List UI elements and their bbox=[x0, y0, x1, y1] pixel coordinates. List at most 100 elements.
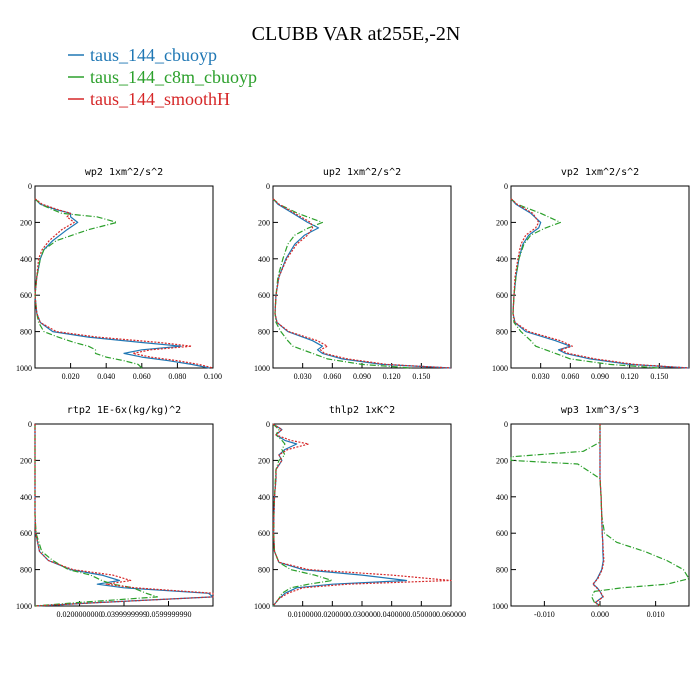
legend-label: taus_144_smoothH bbox=[90, 89, 230, 109]
x-tick-label: 0.090 bbox=[591, 372, 609, 381]
x-tick-label: 0.080 bbox=[168, 372, 186, 381]
x-tick-label: 0.060 bbox=[323, 372, 341, 381]
y-tick-label: 800 bbox=[20, 566, 32, 575]
series-line bbox=[510, 198, 690, 369]
x-tick-label: 0.150 bbox=[650, 372, 668, 381]
y-tick-label: 800 bbox=[258, 566, 270, 575]
y-tick-label: 800 bbox=[496, 328, 508, 337]
series-line bbox=[272, 423, 408, 607]
panel: up2 1xm^2/s^2 0 200 400 600 800 1000 0.030 0.060… bbox=[254, 167, 452, 381]
x-tick-label: 0.010000 bbox=[288, 610, 318, 619]
panel: thlp2 1xK^2 0 200 400 600 800 1000 0.010000 0.02… bbox=[254, 405, 466, 619]
y-tick-label: 600 bbox=[20, 291, 32, 300]
series-line bbox=[510, 198, 660, 369]
y-tick-label: 200 bbox=[496, 456, 508, 465]
panels: wp2 1xm^2/s^2 0 200 400 600 800 1000 0.020 0.040… bbox=[16, 167, 690, 619]
series-line bbox=[272, 198, 452, 369]
x-tick-label: 0.060000 bbox=[436, 610, 466, 619]
y-tick-label: 200 bbox=[20, 218, 32, 227]
x-tick-label: 0.090 bbox=[353, 372, 371, 381]
series-line bbox=[34, 424, 214, 607]
x-tick-label: 0.020000 bbox=[317, 610, 347, 619]
x-tick-label: 0.0599999990 bbox=[146, 610, 192, 619]
panel-title: thlp2 1xK^2 bbox=[329, 405, 395, 416]
y-tick-label: 400 bbox=[20, 493, 32, 502]
series-line bbox=[34, 198, 143, 369]
panel-title: up2 1xm^2/s^2 bbox=[323, 167, 401, 178]
series-line bbox=[34, 198, 214, 369]
series-line bbox=[34, 424, 158, 607]
figure-title: CLUBB VAR at255E,-2N bbox=[252, 23, 461, 45]
x-tick-label: 0.000 bbox=[591, 610, 609, 619]
series-line bbox=[272, 423, 452, 607]
y-tick-label: 800 bbox=[496, 566, 508, 575]
panel-title: rtp2 1E-6x(kg/kg)^2 bbox=[67, 405, 181, 416]
y-tick-label: 600 bbox=[496, 291, 508, 300]
plot-frame bbox=[272, 185, 452, 369]
y-tick-label: 0 bbox=[28, 420, 32, 429]
panel: vp2 1xm^2/s^2 0 200 400 600 800 1000 0.030 0.060… bbox=[492, 167, 690, 381]
y-tick-label: 600 bbox=[20, 529, 32, 538]
panel: wp3 1xm^3/s^3 0 200 400 600 800 1000 -0.010 0.00… bbox=[492, 405, 690, 619]
y-tick-label: 1000 bbox=[254, 364, 270, 373]
y-tick-label: 600 bbox=[258, 291, 270, 300]
y-tick-label: 800 bbox=[20, 328, 32, 337]
y-tick-label: 0 bbox=[266, 420, 270, 429]
y-tick-label: 0 bbox=[504, 182, 508, 191]
y-tick-label: 400 bbox=[258, 493, 270, 502]
plot-frame bbox=[34, 185, 214, 369]
x-tick-label: 0.020 bbox=[62, 372, 80, 381]
series-line bbox=[592, 424, 605, 607]
y-tick-label: 400 bbox=[258, 255, 270, 264]
y-tick-label: 0 bbox=[504, 420, 508, 429]
y-tick-label: 1000 bbox=[254, 602, 270, 611]
legend-label: taus_144_cbuoyp bbox=[90, 45, 217, 65]
y-tick-label: 0 bbox=[266, 182, 270, 191]
x-tick-label: 0.100 bbox=[204, 372, 222, 381]
y-tick-label: 400 bbox=[496, 493, 508, 502]
y-tick-label: 200 bbox=[496, 218, 508, 227]
y-tick-label: 400 bbox=[20, 255, 32, 264]
legend-label: taus_144_c8m_cbuoyp bbox=[90, 67, 257, 87]
legend: taus_144_cbuoyptaus_144_c8m_cbuoyptaus_1… bbox=[68, 45, 257, 109]
x-tick-label: 0.120 bbox=[621, 372, 639, 381]
y-tick-label: 200 bbox=[258, 218, 270, 227]
panel: rtp2 1E-6x(kg/kg)^2 0 200 400 600 800 1000 0.02… bbox=[16, 405, 214, 619]
x-tick-label: 0.040 bbox=[97, 372, 115, 381]
x-tick-label: 0.030 bbox=[294, 372, 312, 381]
x-tick-label: 0.030000 bbox=[347, 610, 377, 619]
x-tick-label: 0.120 bbox=[383, 372, 401, 381]
y-tick-label: 200 bbox=[20, 456, 32, 465]
x-tick-label: 0.030 bbox=[532, 372, 550, 381]
series-line bbox=[34, 198, 210, 369]
y-tick-label: 600 bbox=[258, 529, 270, 538]
series-line bbox=[272, 423, 333, 607]
x-tick-label: 0.0200000000 bbox=[57, 610, 103, 619]
panel-title: vp2 1xm^2/s^2 bbox=[561, 167, 639, 178]
x-tick-label: 0.0399999999 bbox=[101, 610, 147, 619]
y-tick-label: 800 bbox=[258, 328, 270, 337]
y-tick-label: 400 bbox=[496, 255, 508, 264]
y-tick-label: 0 bbox=[28, 182, 32, 191]
y-tick-label: 1000 bbox=[492, 602, 508, 611]
series-line bbox=[34, 424, 214, 607]
series-line bbox=[272, 198, 452, 369]
panel-title: wp3 1xm^3/s^3 bbox=[561, 405, 639, 416]
x-tick-label: 0.050000 bbox=[406, 610, 436, 619]
y-tick-label: 1000 bbox=[16, 602, 32, 611]
y-tick-label: 1000 bbox=[492, 364, 508, 373]
series-line bbox=[510, 424, 690, 607]
x-tick-label: 0.040000 bbox=[377, 610, 407, 619]
panel-title: wp2 1xm^2/s^2 bbox=[85, 167, 163, 178]
x-tick-label: 0.010 bbox=[647, 610, 665, 619]
y-tick-label: 600 bbox=[496, 529, 508, 538]
panel: wp2 1xm^2/s^2 0 200 400 600 800 1000 0.020 0.040… bbox=[16, 167, 222, 381]
series-line bbox=[272, 198, 412, 369]
y-tick-label: 200 bbox=[258, 456, 270, 465]
plot-frame bbox=[272, 423, 452, 607]
y-tick-label: 1000 bbox=[16, 364, 32, 373]
x-tick-label: 0.060 bbox=[133, 372, 151, 381]
plot-frame bbox=[510, 185, 690, 369]
x-tick-label: 0.150 bbox=[412, 372, 430, 381]
